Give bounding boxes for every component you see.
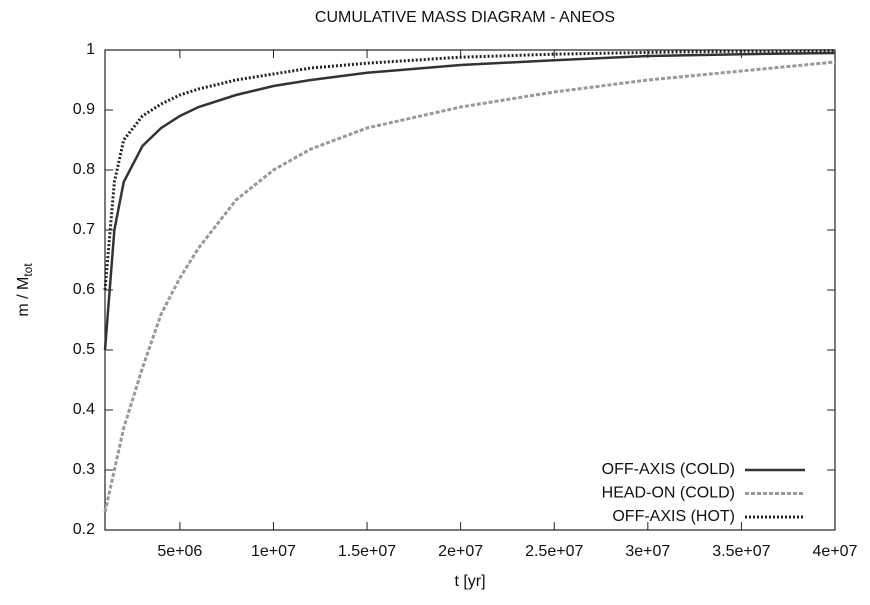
y-tick-label: 0.9	[73, 101, 95, 118]
plot-frame	[104, 49, 836, 531]
y-tick-label: 0.3	[73, 461, 95, 478]
legend-label: HEAD-ON (COLD)	[602, 485, 735, 502]
y-tick-label: 0.7	[73, 221, 95, 238]
y-axis-label-text: m / M	[15, 277, 32, 317]
y-axis-label-subscript: tot	[21, 263, 35, 277]
legend-label: OFF-AXIS (HOT)	[612, 508, 735, 525]
y-tick-label: 1	[86, 41, 95, 58]
x-tick-label: 2e+07	[438, 543, 483, 560]
series-line	[103, 49, 836, 291]
chart-title: CUMULATIVE MASS DIAGRAM - ANEOS	[315, 9, 615, 26]
x-axis-label: t [yr]	[454, 573, 485, 590]
x-tick-label: 2.5e+07	[525, 543, 583, 560]
x-tick-label: 1e+07	[251, 543, 296, 560]
y-tick-label: 0.5	[73, 341, 95, 358]
legend-label: OFF-AXIS (COLD)	[602, 461, 735, 478]
x-tick-label: 3e+07	[625, 543, 670, 560]
x-tick-label: 3.5e+07	[712, 543, 770, 560]
series-line	[103, 51, 836, 351]
y-tick-label: 0.6	[73, 281, 95, 298]
x-tick-label: 4e+07	[813, 543, 858, 560]
x-tick-label: 1.5e+07	[338, 543, 396, 560]
y-axis-label: m / Mtot	[15, 263, 35, 317]
series-line	[103, 60, 836, 513]
y-tick-label: 0.8	[73, 161, 95, 178]
x-tick-label: 5e+06	[157, 543, 202, 560]
y-tick-label: 0.4	[73, 401, 95, 418]
y-tick-label: 0.2	[73, 521, 95, 538]
